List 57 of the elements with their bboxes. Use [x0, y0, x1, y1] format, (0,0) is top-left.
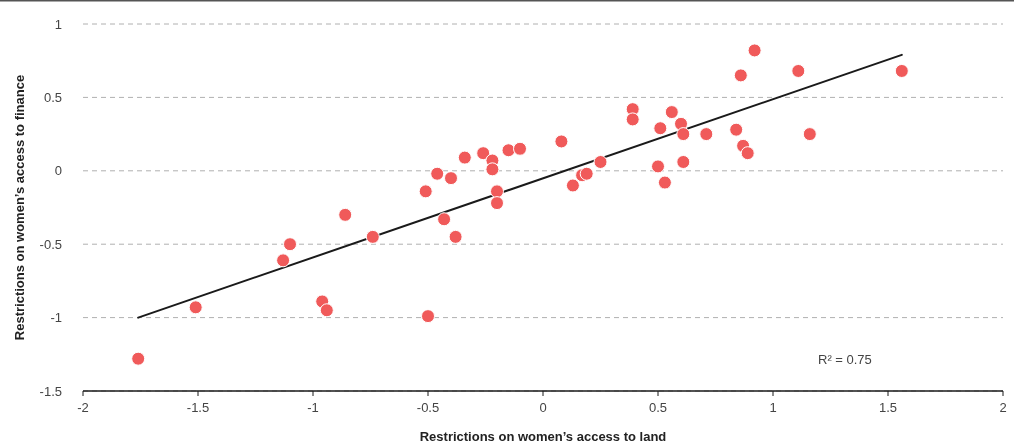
point: [625, 112, 640, 127]
point: [676, 127, 691, 142]
point: [501, 143, 516, 158]
point: [664, 105, 679, 120]
x-tick-label: 0.5: [648, 400, 668, 415]
point: [476, 146, 491, 161]
point: [319, 303, 334, 318]
point: [365, 229, 380, 244]
point: [802, 127, 817, 142]
point: [729, 122, 744, 137]
point: [894, 63, 909, 78]
point: [565, 178, 580, 193]
x-tick-label: -1: [307, 400, 319, 415]
point: [740, 146, 755, 161]
point: [276, 253, 291, 268]
point: [593, 154, 608, 169]
point: [188, 300, 203, 315]
point: [448, 229, 463, 244]
x-axis-title: Restrictions on women’s access to land: [419, 429, 667, 444]
point: [513, 141, 527, 156]
point: [653, 121, 668, 136]
y-tick-label: -0.5: [39, 236, 62, 252]
y-tick-label: 0: [54, 163, 62, 179]
y-axis-title: Restrictions on women’s access to finance: [12, 74, 27, 341]
point: [338, 207, 353, 222]
point: [676, 154, 691, 169]
annotation: R² = 0.75: [818, 352, 872, 367]
y-tick-label: 0.5: [43, 89, 62, 105]
point: [554, 134, 569, 149]
point: [421, 309, 435, 324]
x-tick-label: 1.5: [878, 400, 898, 415]
point: [437, 212, 452, 227]
y-tick-label: 1: [54, 16, 62, 32]
point: [733, 68, 748, 83]
point: [579, 166, 594, 181]
y-tick-label: -1: [50, 310, 62, 326]
point: [791, 63, 806, 78]
x-tick-label: 0: [539, 400, 547, 415]
point: [651, 159, 665, 174]
point: [418, 184, 433, 199]
point: [490, 196, 504, 211]
x-tick-label: -1.5: [186, 400, 210, 415]
point: [283, 237, 297, 252]
point: [490, 184, 504, 199]
y-tick-label: -1.5: [39, 383, 62, 399]
point: [485, 162, 500, 177]
point: [131, 351, 146, 366]
point: [430, 166, 445, 181]
point: [444, 171, 458, 186]
x-tick-label: -0.5: [416, 400, 440, 415]
x-tick-label: 2: [999, 400, 1007, 415]
point: [747, 43, 762, 58]
x-tick-label: -2: [77, 400, 89, 415]
x-tick-label: 1: [769, 400, 777, 415]
point: [657, 175, 672, 190]
point: [457, 150, 472, 165]
point: [699, 127, 714, 142]
